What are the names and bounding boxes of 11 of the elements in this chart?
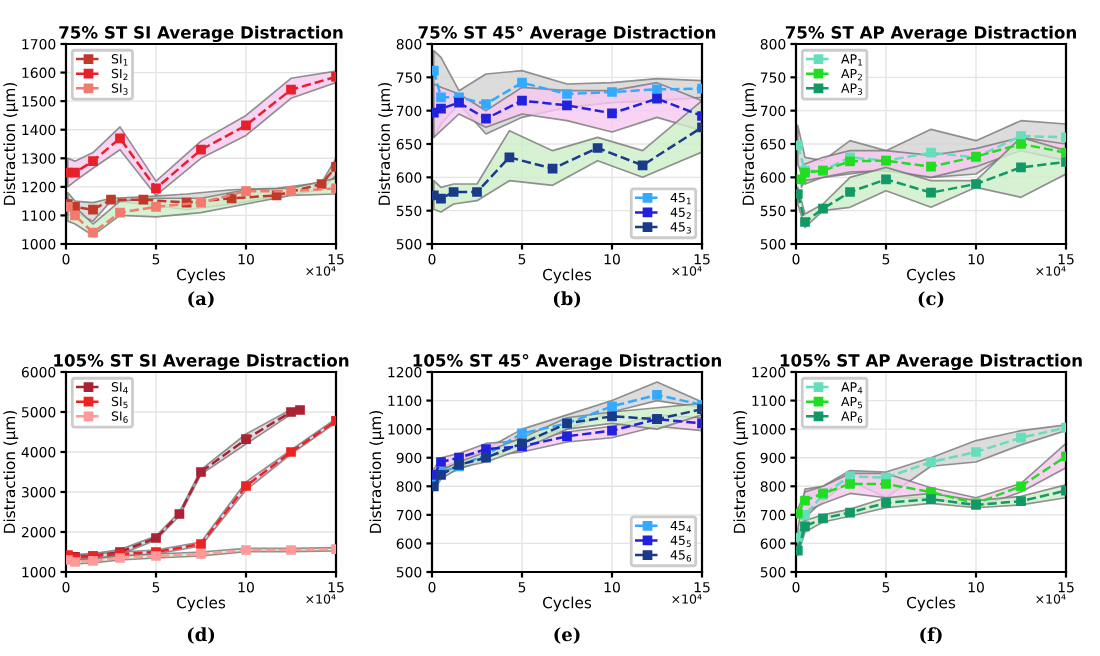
- text: (c): [918, 291, 944, 308]
- chart-title: 105% ST AP Average Distraction: [780, 353, 1082, 371]
- chart-title: 105% ST SI Average Distraction: [54, 353, 349, 371]
- text: (d): [187, 627, 215, 644]
- chart-title: 75% ST 45° Average Distraction: [418, 25, 716, 43]
- text: (f): [920, 627, 942, 644]
- chart-title: 75% ST SI Average Distraction: [59, 25, 343, 43]
- text: (a): [188, 291, 214, 308]
- text: (e): [554, 627, 580, 644]
- chart-title: 75% ST AP Average Distraction: [785, 25, 1076, 43]
- text: (b): [553, 291, 581, 308]
